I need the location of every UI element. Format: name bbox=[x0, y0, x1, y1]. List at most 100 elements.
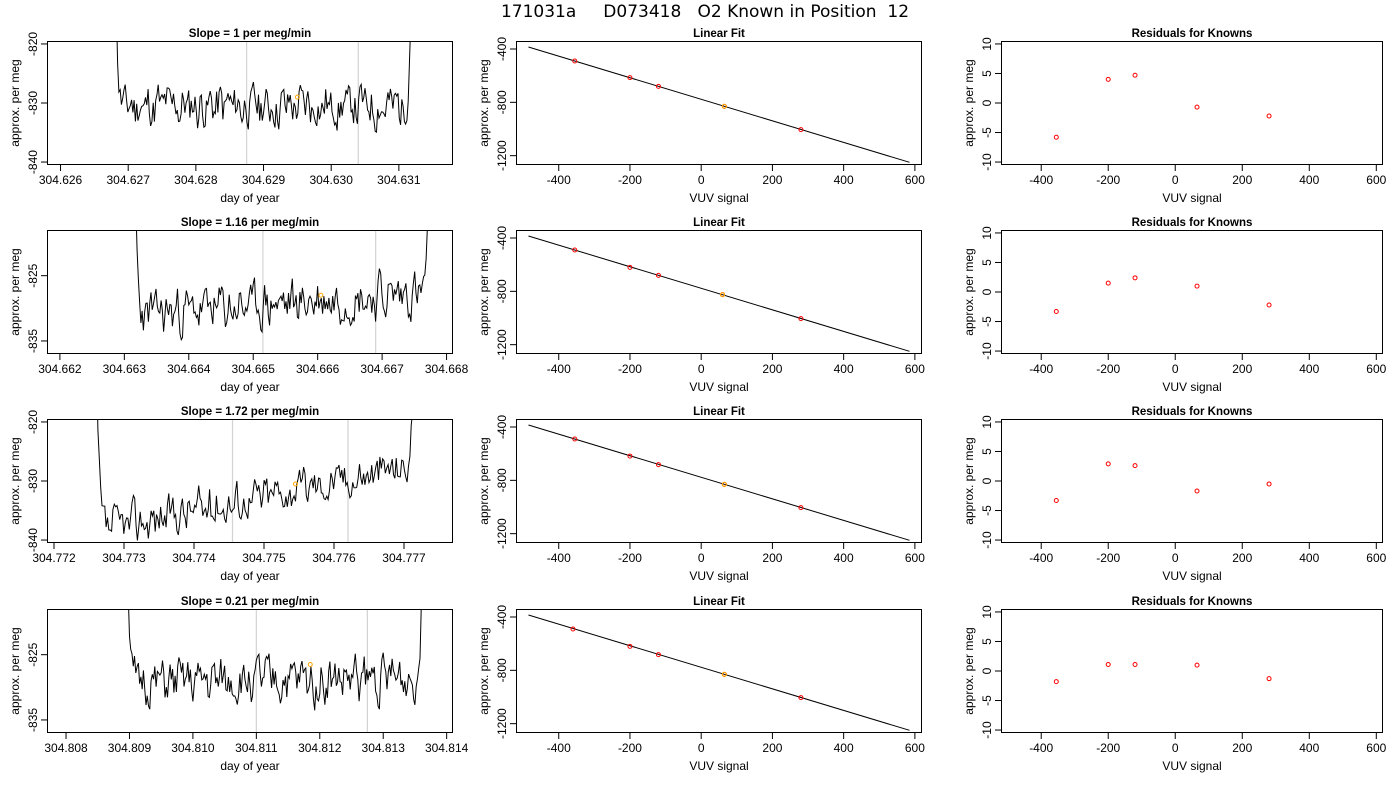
x-tick-label: 200 bbox=[1232, 173, 1252, 187]
trace-title: Slope = 1.72 per meg/min bbox=[181, 406, 319, 418]
known-point bbox=[627, 75, 633, 81]
x-axis-label: VUV signal bbox=[1162, 380, 1221, 394]
fit-title: Linear Fit bbox=[693, 596, 745, 608]
plot-frame bbox=[1001, 419, 1383, 543]
residual-plot-area bbox=[1053, 461, 1272, 503]
x-tick-label: 304.666 bbox=[296, 362, 340, 376]
x-tick-label: 304.813 bbox=[362, 741, 406, 755]
trace-title: Slope = 0.21 per meg/min bbox=[181, 596, 319, 608]
sample-point bbox=[719, 292, 726, 298]
y-tick-label: 5 bbox=[980, 638, 994, 645]
residual-point bbox=[1105, 76, 1111, 82]
y-axis-label: approx. per meg bbox=[477, 627, 491, 714]
x-tick-label: -400 bbox=[1029, 551, 1053, 565]
y-tick-label: -10 bbox=[980, 531, 994, 549]
x-tick-label: 400 bbox=[1299, 173, 1319, 187]
x-tick-label: 304.663 bbox=[103, 362, 147, 376]
x-tick-label: 600 bbox=[1366, 362, 1386, 376]
fit-line bbox=[528, 424, 910, 541]
fit-title: Linear Fit bbox=[693, 28, 745, 40]
plot-frame bbox=[516, 419, 922, 543]
x-tick-label: 304.775 bbox=[242, 551, 286, 565]
known-point bbox=[572, 58, 578, 64]
trace-plot-area bbox=[128, 609, 422, 733]
x-tick-label: 400 bbox=[834, 741, 854, 755]
residual-point bbox=[1053, 134, 1059, 140]
x-tick-label: 304.631 bbox=[377, 173, 421, 187]
x-tick-label: -400 bbox=[547, 173, 571, 187]
y-tick-label: -1200 bbox=[495, 518, 509, 549]
x-tick-label: 400 bbox=[1299, 551, 1319, 565]
y-tick-label: -800 bbox=[495, 658, 509, 682]
x-tick-label: 200 bbox=[762, 173, 782, 187]
y-tick-label: -1200 bbox=[495, 140, 509, 171]
y-axis-label: approx. per meg bbox=[8, 627, 22, 714]
x-tick-label: 304.664 bbox=[167, 362, 211, 376]
x-tick-label: -200 bbox=[1096, 173, 1120, 187]
y-tick-label: -400 bbox=[495, 415, 509, 439]
x-tick-label: -400 bbox=[1029, 741, 1053, 755]
trace-panel-3: Slope = 1.72 per meg/min day of year appro… bbox=[8, 406, 453, 583]
residual-title: Residuals for Knowns bbox=[1132, 596, 1253, 608]
trace-panel-1: Slope = 1 per meg/min day of year approx. … bbox=[8, 28, 453, 205]
trace-plot-area bbox=[97, 419, 413, 543]
y-tick-label: -835 bbox=[26, 329, 40, 353]
x-axis-label: VUV signal bbox=[1162, 191, 1221, 205]
known-point bbox=[627, 453, 633, 459]
known-point bbox=[572, 247, 578, 253]
x-tick-label: 304.627 bbox=[107, 173, 151, 187]
y-tick-label: 5 bbox=[980, 259, 994, 266]
x-tick-label: 600 bbox=[1366, 741, 1386, 755]
y-axis-label: approx. per meg bbox=[962, 248, 976, 335]
x-tick-label: 600 bbox=[1366, 551, 1386, 565]
x-tick-label: 304.808 bbox=[44, 741, 88, 755]
y-tick-label: -400 bbox=[495, 226, 509, 250]
x-tick-label: -200 bbox=[1096, 551, 1120, 565]
y-axis-label: approx. per meg bbox=[962, 437, 976, 524]
y-axis-label: approx. per meg bbox=[8, 248, 22, 335]
known-point bbox=[798, 505, 804, 511]
y-tick-label: 10 bbox=[980, 415, 994, 429]
residual-title: Residuals for Knowns bbox=[1132, 217, 1253, 229]
x-tick-label: -400 bbox=[547, 741, 571, 755]
y-tick-label: -10 bbox=[980, 153, 994, 171]
y-tick-label: 0 bbox=[980, 477, 994, 484]
known-point bbox=[798, 316, 804, 322]
fit-panel-1: Linear Fit VUV signal approx. per meg -400 -… bbox=[477, 28, 925, 205]
y-tick-label: -800 bbox=[495, 279, 509, 303]
x-tick-label: 400 bbox=[1299, 362, 1319, 376]
x-tick-label: 304.667 bbox=[360, 362, 404, 376]
fit-line bbox=[528, 235, 910, 352]
y-axis-label: approx. per meg bbox=[962, 59, 976, 146]
mean-point-marker bbox=[318, 292, 324, 298]
x-axis-label: day of year bbox=[220, 191, 279, 205]
x-tick-label: -200 bbox=[618, 741, 642, 755]
fit-panel-4: Linear Fit VUV signal approx. per meg -400 -… bbox=[477, 596, 925, 773]
x-tick-label: 304.626 bbox=[39, 173, 83, 187]
plot-frame bbox=[47, 41, 453, 165]
y-axis-label: approx. per meg bbox=[8, 59, 22, 146]
x-tick-label: 304.810 bbox=[171, 741, 215, 755]
y-tick-label: 10 bbox=[980, 226, 994, 240]
y-tick-label: -835 bbox=[26, 708, 40, 732]
x-axis-label: VUV signal bbox=[1162, 569, 1221, 583]
known-point bbox=[655, 272, 661, 278]
sample-point bbox=[721, 481, 727, 487]
trace-title: Slope = 1.16 per meg/min bbox=[181, 217, 319, 229]
x-axis-label: VUV signal bbox=[689, 759, 748, 773]
plot-frame bbox=[47, 419, 453, 543]
known-point bbox=[798, 695, 804, 701]
residual-point bbox=[1266, 481, 1272, 487]
plot-frame bbox=[1001, 609, 1383, 733]
mean-point-marker bbox=[294, 94, 300, 100]
x-tick-label: 304.772 bbox=[32, 551, 76, 565]
plot-frame bbox=[47, 230, 453, 354]
fit-plot-area bbox=[528, 235, 910, 352]
x-tick-label: 0 bbox=[1172, 741, 1179, 755]
y-tick-label: 0 bbox=[980, 667, 994, 674]
mean-point-marker bbox=[307, 661, 313, 667]
known-point bbox=[572, 436, 578, 442]
signal-trace-line bbox=[136, 230, 428, 342]
y-tick-label: -5 bbox=[980, 316, 994, 327]
x-tick-label: 200 bbox=[1232, 551, 1252, 565]
